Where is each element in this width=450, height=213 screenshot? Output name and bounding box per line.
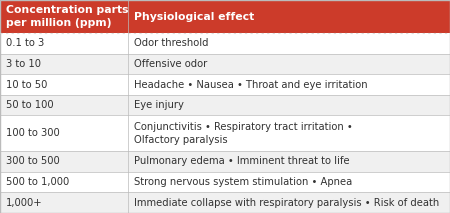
Bar xyxy=(0,0,450,33)
Text: Pulmonary edema • Imminent threat to life: Pulmonary edema • Imminent threat to lif… xyxy=(134,157,350,167)
Bar xyxy=(0,151,450,172)
Text: Eye injury: Eye injury xyxy=(134,100,184,110)
Text: Physiological effect: Physiological effect xyxy=(134,12,255,22)
Text: Concentration parts
per million (ppm): Concentration parts per million (ppm) xyxy=(6,5,129,28)
Text: Conjunctivitis • Respiratory tract irritation •
Olfactory paralysis: Conjunctivitis • Respiratory tract irrit… xyxy=(134,122,353,145)
Bar xyxy=(0,33,450,54)
Text: 300 to 500: 300 to 500 xyxy=(6,157,60,167)
Bar xyxy=(0,172,450,192)
Text: 3 to 10: 3 to 10 xyxy=(6,59,41,69)
Text: 0.1 to 3: 0.1 to 3 xyxy=(6,38,44,48)
Text: 10 to 50: 10 to 50 xyxy=(6,79,47,89)
Text: Immediate collapse with respiratory paralysis • Risk of death: Immediate collapse with respiratory para… xyxy=(134,198,440,208)
Text: Odor threshold: Odor threshold xyxy=(134,38,209,48)
Bar xyxy=(0,192,450,213)
Text: Offensive odor: Offensive odor xyxy=(134,59,207,69)
Bar xyxy=(0,74,450,95)
Bar xyxy=(0,95,450,115)
Text: 1,000+: 1,000+ xyxy=(6,198,43,208)
Bar xyxy=(0,54,450,74)
Text: 500 to 1,000: 500 to 1,000 xyxy=(6,177,69,187)
Bar xyxy=(0,115,450,151)
Text: Headache • Nausea • Throat and eye irritation: Headache • Nausea • Throat and eye irrit… xyxy=(134,79,368,89)
Text: 100 to 300: 100 to 300 xyxy=(6,128,60,138)
Text: Strong nervous system stimulation • Apnea: Strong nervous system stimulation • Apne… xyxy=(134,177,352,187)
Text: 50 to 100: 50 to 100 xyxy=(6,100,54,110)
